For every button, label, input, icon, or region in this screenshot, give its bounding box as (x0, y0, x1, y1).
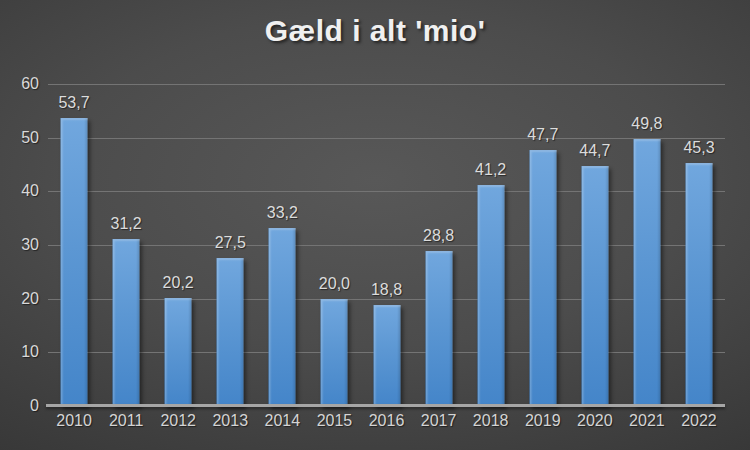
x-tick-label-2016: 2016 (360, 412, 412, 430)
bar-2022 (685, 163, 712, 406)
bar-2018 (477, 185, 504, 406)
bar-2013 (217, 258, 244, 406)
bar-2020 (581, 166, 608, 406)
bar-value-label-2016: 18,8 (357, 281, 417, 299)
bar-value-label-2013: 27,5 (200, 234, 260, 252)
x-tick-label-2010: 2010 (48, 412, 100, 430)
bar-2010 (61, 118, 88, 406)
bar-value-label-2011: 31,2 (96, 215, 156, 233)
y-tick-label: 0 (0, 396, 39, 416)
bar-series: 53,731,220,227,533,220,018,828,841,247,7… (48, 84, 725, 406)
bar-slot-2022: 45,3 (673, 84, 725, 406)
x-tick-label-2013: 2013 (204, 412, 256, 430)
bar-value-label-2022: 45,3 (669, 139, 729, 157)
y-tick-label: 50 (0, 128, 39, 148)
bar-value-label-2020: 44,7 (565, 142, 625, 160)
bar-2017 (425, 251, 452, 406)
x-tick-label-2022: 2022 (673, 412, 725, 430)
bar-slot-2012: 20,2 (152, 84, 204, 406)
x-tick-label-2017: 2017 (413, 412, 465, 430)
bar-slot-2010: 53,7 (48, 84, 100, 406)
bar-value-label-2021: 49,8 (617, 115, 677, 133)
bar-slot-2015: 20,0 (308, 84, 360, 406)
bar-slot-2013: 27,5 (204, 84, 256, 406)
y-tick-label: 10 (0, 342, 39, 362)
bar-slot-2019: 47,7 (517, 84, 569, 406)
chart-title: Gæld i alt 'mio' (0, 14, 750, 48)
bar-2014 (269, 228, 296, 406)
bar-2021 (633, 139, 660, 406)
x-axis-labels: 2010201120122013201420152016201720182019… (48, 412, 725, 430)
x-tick-label-2021: 2021 (621, 412, 673, 430)
x-tick-label-2019: 2019 (517, 412, 569, 430)
bar-2016 (373, 305, 400, 406)
x-tick-label-2018: 2018 (465, 412, 517, 430)
x-tick-label-2014: 2014 (256, 412, 308, 430)
bar-slot-2020: 44,7 (569, 84, 621, 406)
y-tick-label: 20 (0, 289, 39, 309)
x-tick-label-2015: 2015 (308, 412, 360, 430)
bar-slot-2011: 31,2 (100, 84, 152, 406)
bar-value-label-2012: 20,2 (148, 274, 208, 292)
chart-canvas: Gæld i alt 'mio' 0102030405060 53,731,22… (0, 0, 750, 450)
bar-value-label-2017: 28,8 (409, 227, 469, 245)
y-tick-label: 30 (0, 235, 39, 255)
x-axis-line (46, 404, 725, 407)
x-tick-label-2011: 2011 (100, 412, 152, 430)
plot-area: 0102030405060 53,731,220,227,533,220,018… (48, 84, 725, 406)
bar-value-label-2014: 33,2 (252, 204, 312, 222)
bar-value-label-2010: 53,7 (44, 94, 104, 112)
x-tick-label-2020: 2020 (569, 412, 621, 430)
y-tick-label: 40 (0, 181, 39, 201)
bar-2015 (321, 299, 348, 406)
bar-2012 (165, 298, 192, 406)
x-tick-label-2012: 2012 (152, 412, 204, 430)
bar-slot-2014: 33,2 (256, 84, 308, 406)
bar-slot-2017: 28,8 (413, 84, 465, 406)
bar-value-label-2018: 41,2 (461, 161, 521, 179)
bar-2011 (113, 239, 140, 406)
bar-value-label-2015: 20,0 (304, 275, 364, 293)
bar-value-label-2019: 47,7 (513, 126, 573, 144)
y-tick-label: 60 (0, 74, 39, 94)
bar-slot-2016: 18,8 (360, 84, 412, 406)
bar-slot-2021: 49,8 (621, 84, 673, 406)
bar-slot-2018: 41,2 (465, 84, 517, 406)
bar-2019 (529, 150, 556, 406)
